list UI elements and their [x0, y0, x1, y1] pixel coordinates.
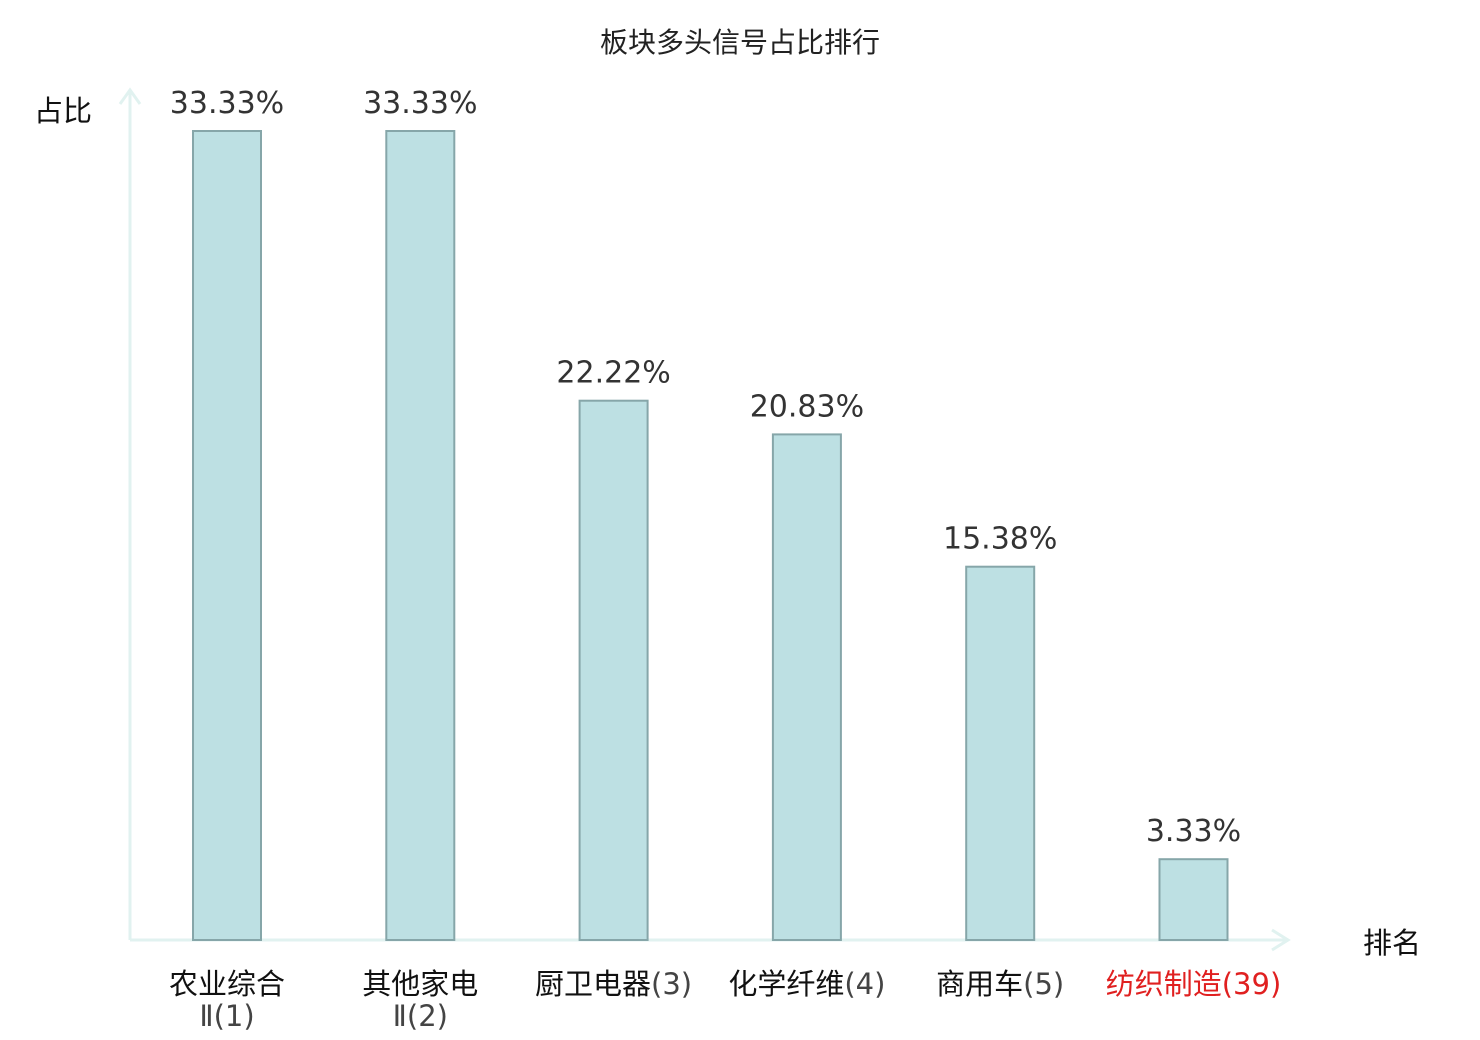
y-axis-arrow	[118, 87, 142, 105]
value-label: 20.83%	[750, 389, 864, 424]
bar	[192, 130, 262, 941]
bar	[965, 565, 1036, 941]
chart-title: 板块多头信号占比排行	[600, 26, 880, 59]
bar	[1158, 858, 1229, 942]
category-label: 商用车(5)	[936, 967, 1064, 1001]
y-axis-label: 占比	[34, 94, 92, 128]
bars	[192, 130, 1229, 942]
x-axis-arrow	[1271, 928, 1291, 952]
value-labels: 33.33% 33.33% 22.22% 20.83% 15.38% 3.33%	[170, 86, 1241, 849]
bar	[385, 130, 456, 941]
category-label: 纺织制造(39)	[1106, 967, 1282, 1001]
category-label: 厨卫电器(3)	[535, 967, 692, 1001]
x-axis-label: 排名	[1363, 926, 1421, 960]
category-labels: 农业综合 Ⅱ(1) 其他家电 Ⅱ(2) 厨卫电器(3) 化学纤维(4) 商用车(5) 纺织制造…	[169, 967, 1281, 1033]
bar	[578, 399, 649, 941]
category-label: 其他家电 Ⅱ(2)	[362, 967, 478, 1033]
category-label: 农业综合 Ⅱ(1)	[169, 967, 285, 1033]
bar	[771, 433, 842, 941]
axes	[118, 87, 1291, 952]
value-label: 22.22%	[556, 356, 670, 391]
value-label: 15.38%	[943, 522, 1057, 557]
value-label: 3.33%	[1146, 814, 1241, 849]
category-label: 化学纤维(4)	[728, 967, 885, 1001]
value-label: 33.33%	[363, 86, 477, 121]
value-label: 33.33%	[170, 86, 284, 121]
